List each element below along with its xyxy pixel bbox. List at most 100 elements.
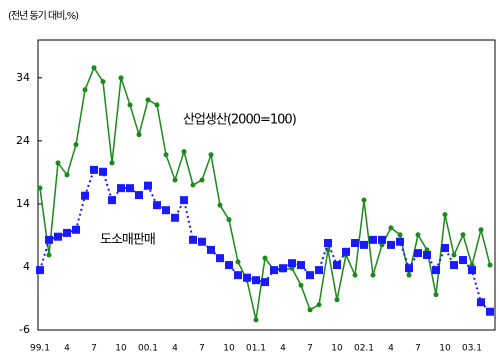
point — [234, 271, 242, 280]
x-tick-label: 7 — [415, 344, 421, 354]
point — [118, 75, 124, 81]
x-tick-label: 4 — [280, 344, 286, 354]
point — [91, 65, 97, 71]
point — [297, 261, 305, 270]
point — [172, 177, 178, 183]
point — [450, 261, 458, 270]
point — [468, 266, 476, 275]
point — [81, 191, 89, 200]
point — [397, 232, 403, 238]
point — [243, 273, 251, 282]
point — [226, 217, 232, 223]
point — [64, 172, 70, 178]
point — [235, 259, 241, 265]
y-tick-label: 24 — [16, 134, 30, 147]
point — [333, 261, 341, 270]
point — [387, 240, 395, 249]
point — [334, 297, 340, 303]
point — [423, 250, 431, 259]
point — [477, 298, 485, 307]
point — [270, 266, 278, 275]
point — [307, 307, 313, 313]
point — [414, 249, 422, 258]
point — [369, 235, 377, 244]
point — [55, 160, 61, 166]
point — [388, 225, 394, 231]
point — [451, 252, 457, 258]
point — [442, 212, 448, 218]
x-tick-label: 10 — [223, 344, 235, 354]
point — [99, 167, 107, 176]
point — [46, 252, 52, 258]
point — [486, 307, 494, 316]
point — [279, 264, 287, 273]
point — [208, 152, 214, 158]
point — [396, 237, 404, 246]
point — [262, 255, 268, 261]
point — [145, 97, 151, 103]
x-tick-label: 7 — [91, 344, 97, 354]
point — [216, 254, 224, 263]
point — [117, 184, 125, 193]
point — [261, 278, 269, 287]
point — [144, 181, 152, 190]
point — [217, 202, 223, 208]
x-tick-label: 02.1 — [354, 344, 374, 354]
x-tick-label: 99.1 — [30, 344, 50, 354]
plot-frame — [37, 39, 496, 331]
point — [153, 201, 161, 210]
point — [306, 271, 314, 280]
point — [406, 272, 412, 278]
y-tick-label: 4 — [23, 260, 30, 273]
point — [90, 165, 98, 174]
x-tick-label: 00.1 — [138, 344, 158, 354]
x-tick-label: 4 — [388, 344, 394, 354]
point — [351, 239, 359, 247]
x-tick-label: 10 — [331, 344, 343, 354]
x-tick-label: 4 — [172, 344, 178, 354]
point — [487, 262, 493, 268]
point — [342, 247, 350, 256]
y-tick-label: -6 — [19, 323, 30, 336]
point — [154, 102, 160, 108]
point — [352, 272, 358, 278]
point — [82, 87, 88, 93]
point — [360, 240, 368, 249]
point — [181, 149, 187, 155]
point — [225, 261, 233, 270]
point — [198, 237, 206, 246]
x-tick-label: 10 — [115, 344, 127, 354]
point — [252, 276, 260, 285]
point — [100, 79, 106, 85]
x-tick-label: 01.1 — [246, 344, 266, 354]
point — [253, 317, 259, 323]
point — [460, 232, 466, 238]
point — [126, 184, 134, 193]
point — [361, 197, 367, 203]
x-tick-label: 7 — [199, 344, 205, 354]
point — [189, 235, 197, 244]
point — [378, 235, 386, 244]
point — [441, 244, 449, 253]
point — [478, 227, 484, 233]
point — [73, 142, 79, 148]
point — [45, 235, 53, 244]
annotation: 도소매판매 — [100, 233, 155, 248]
point — [199, 177, 205, 183]
y-tick-label: 14 — [16, 197, 30, 210]
point — [163, 152, 169, 158]
point — [370, 272, 376, 278]
point — [433, 292, 439, 298]
point — [315, 266, 323, 275]
point — [72, 225, 80, 234]
x-tick-label: 7 — [307, 344, 313, 354]
point — [432, 266, 440, 275]
point — [136, 132, 142, 138]
point — [316, 302, 322, 308]
point — [162, 206, 170, 215]
point — [180, 196, 188, 205]
point — [298, 282, 304, 288]
point — [171, 213, 179, 222]
point — [108, 196, 116, 205]
